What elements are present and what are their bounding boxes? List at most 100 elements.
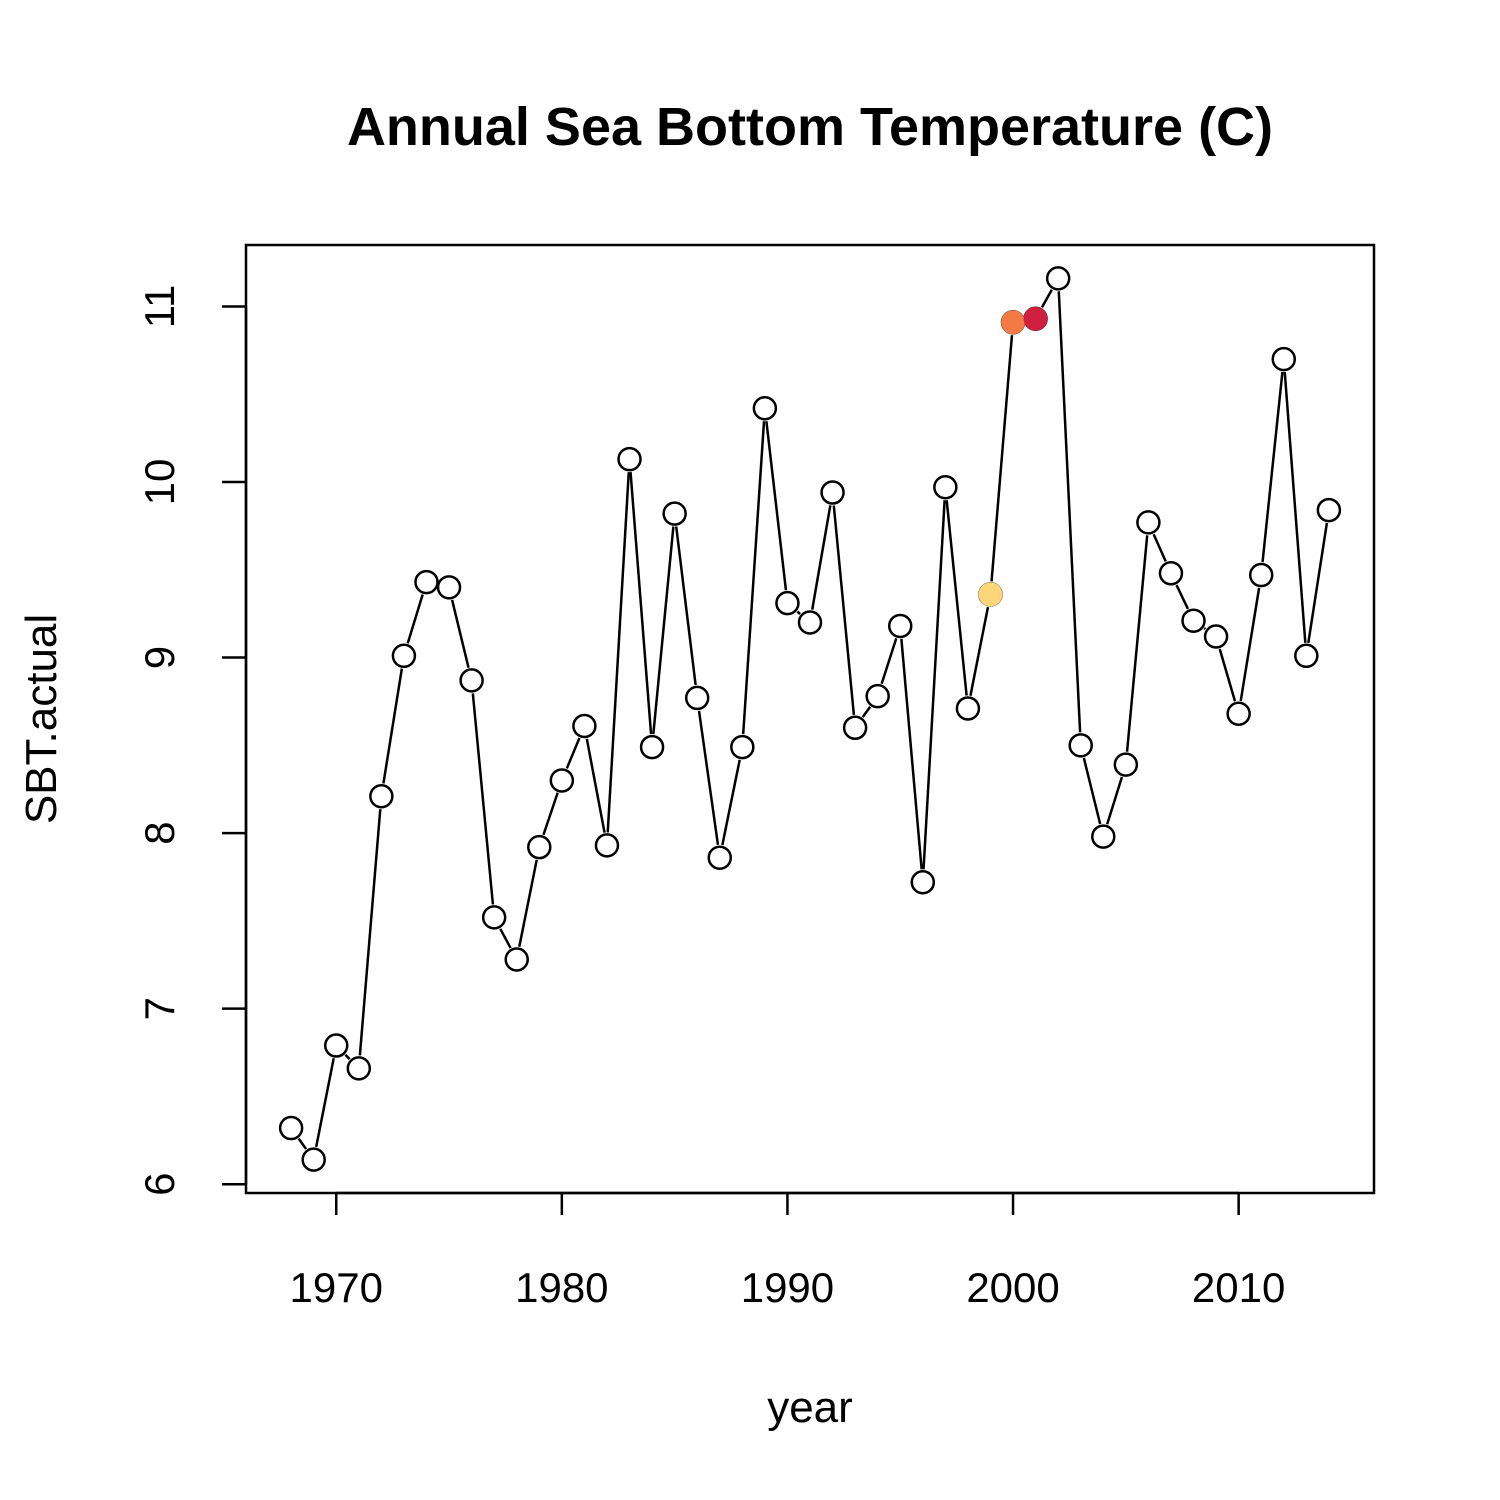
series-segment xyxy=(344,1053,351,1060)
series-points-group xyxy=(278,266,1342,1172)
series-segment xyxy=(721,759,741,846)
data-point xyxy=(933,475,958,500)
data-point xyxy=(797,610,823,635)
highlighted-point xyxy=(978,582,1003,607)
series-segment xyxy=(499,928,512,949)
series-segment xyxy=(861,706,872,718)
y-tick-label: 8 xyxy=(136,821,183,844)
data-point xyxy=(865,683,890,709)
series-segment xyxy=(565,737,581,769)
data-point xyxy=(662,501,687,526)
series-segment xyxy=(450,599,470,669)
series-segment xyxy=(1057,291,1082,733)
series-segment xyxy=(810,505,832,610)
series-segment xyxy=(832,505,856,715)
x-tick-label: 2010 xyxy=(1192,1264,1285,1311)
data-point xyxy=(1226,701,1251,726)
y-tick-label: 10 xyxy=(136,459,183,506)
series-segment xyxy=(1307,522,1329,644)
data-point xyxy=(459,668,484,693)
data-point xyxy=(278,1115,304,1141)
highlight-points-group xyxy=(978,306,1048,607)
series-segment xyxy=(297,1137,308,1150)
highlighted-point xyxy=(1001,310,1026,335)
series-segment xyxy=(796,610,801,615)
data-point xyxy=(391,643,417,669)
series-segment xyxy=(585,738,606,833)
series-line-group xyxy=(297,289,1329,1150)
series-segment xyxy=(1239,587,1261,702)
series-segment xyxy=(314,1058,335,1148)
data-point xyxy=(346,1056,372,1081)
highlighted-point xyxy=(1023,306,1048,331)
data-point xyxy=(955,696,981,721)
series-segment xyxy=(518,859,538,948)
data-point xyxy=(617,446,642,472)
data-point xyxy=(323,1033,349,1058)
series-segment xyxy=(1175,584,1190,610)
data-point xyxy=(910,870,936,895)
series-segment xyxy=(1261,371,1284,563)
data-point xyxy=(301,1147,326,1172)
series-segment xyxy=(990,335,1014,582)
series-segment xyxy=(382,668,404,784)
series-segment xyxy=(741,421,766,735)
series-segment xyxy=(922,500,946,870)
data-point xyxy=(504,947,529,972)
data-point xyxy=(1181,608,1206,633)
data-point xyxy=(684,685,710,711)
data-point xyxy=(1271,346,1297,372)
y-tick-label: 11 xyxy=(136,285,183,329)
data-point xyxy=(369,783,394,809)
y-tick-label: 6 xyxy=(136,1173,183,1196)
data-point xyxy=(1113,752,1139,777)
data-point xyxy=(707,845,733,870)
data-point xyxy=(481,905,507,930)
series-segment xyxy=(1283,371,1307,643)
series-segment xyxy=(542,792,559,836)
series-segment xyxy=(969,606,990,696)
series-segment xyxy=(945,500,968,696)
y-tick-label: 7 xyxy=(136,997,183,1020)
x-axis: 1970 1980 1990 2000 2010 xyxy=(290,1191,1285,1311)
data-point xyxy=(639,734,665,760)
data-point xyxy=(1248,562,1274,588)
y-tick-label: 9 xyxy=(136,646,183,669)
series-segment xyxy=(1152,533,1167,562)
data-point xyxy=(436,575,462,600)
data-point xyxy=(594,833,620,858)
series-segment xyxy=(629,472,653,735)
series-segment xyxy=(652,526,675,735)
data-point xyxy=(549,768,575,793)
series-segment xyxy=(606,472,631,833)
data-point xyxy=(887,613,913,639)
data-point xyxy=(820,480,845,505)
data-point xyxy=(414,569,439,595)
series-segment xyxy=(765,421,788,591)
data-point xyxy=(775,590,800,616)
plot-area-frame xyxy=(244,243,1376,1195)
x-tick-label: 1970 xyxy=(290,1264,383,1311)
data-point xyxy=(1294,643,1319,669)
data-point xyxy=(842,715,868,741)
x-tick-label: 1990 xyxy=(741,1264,834,1311)
data-point xyxy=(1091,824,1116,849)
series-segment xyxy=(1082,757,1102,825)
data-point xyxy=(752,396,778,421)
series-segment xyxy=(1125,535,1149,752)
y-axis-label: SBT.actual xyxy=(17,614,66,824)
x-axis-label: year xyxy=(767,1383,853,1432)
data-point xyxy=(730,734,755,760)
data-point xyxy=(1203,624,1229,649)
series-segment xyxy=(406,594,424,644)
series-segment xyxy=(880,637,898,685)
data-point xyxy=(1316,497,1342,523)
x-tick-label: 1980 xyxy=(515,1264,608,1311)
y-axis: 6 7 8 9 10 11 xyxy=(136,285,248,1196)
series-segment xyxy=(471,693,495,905)
data-point xyxy=(572,713,597,739)
x-tick-label: 2000 xyxy=(966,1264,1059,1311)
chart-title: Annual Sea Bottom Temperature (C) xyxy=(347,97,1273,157)
data-point xyxy=(1068,733,1093,758)
